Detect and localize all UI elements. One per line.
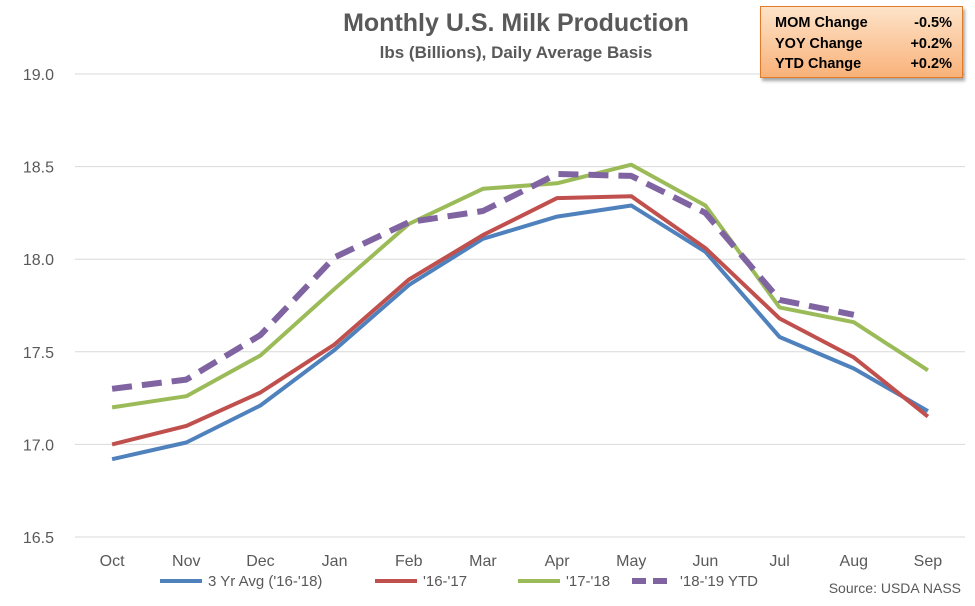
stats-row-yoy: YOY Change +0.2% (775, 34, 952, 55)
x-tick-label: Jun (693, 553, 719, 570)
x-tick-label: Sep (914, 553, 943, 570)
legend-label: '16-'17 (423, 573, 467, 590)
x-tick-label: Oct (100, 553, 125, 570)
stats-row-mom: MOM Change -0.5% (775, 13, 952, 34)
y-tick-label: 19.0 (23, 67, 54, 84)
legend-label: '18-'19 YTD (680, 573, 758, 590)
series-lines (111, 162, 930, 462)
stats-row-ytd: YTD Change +0.2% (775, 54, 952, 75)
stats-value: -0.5% (914, 15, 952, 31)
stats-value: +0.2% (910, 56, 952, 72)
series-line-3 (111, 162, 929, 410)
chart-subtitle: lbs (Billions), Daily Average Basis (380, 43, 653, 62)
y-axis-ticks: 16.5 17.0 17.5 18.0 18.5 19.0 (23, 67, 54, 547)
stats-label: YTD Change (775, 56, 862, 72)
legend-label: 3 Yr Avg ('16-'18) (208, 573, 322, 590)
y-tick-label: 18.0 (23, 252, 54, 269)
chart-title: Monthly U.S. Milk Production (343, 9, 689, 37)
x-tick-label: Dec (246, 553, 274, 570)
stats-label: MOM Change (775, 15, 868, 31)
x-tick-label: Mar (469, 553, 497, 570)
y-tick-label: 17.5 (23, 345, 54, 362)
gridlines (75, 73, 965, 538)
stats-value: +0.2% (910, 35, 952, 52)
y-tick-label: 16.5 (23, 530, 54, 547)
series-line-2 (111, 194, 930, 447)
y-tick-label: 17.0 (23, 437, 54, 454)
x-tick-label: Apr (545, 553, 571, 570)
x-tick-label: Nov (172, 553, 200, 570)
legend-label: '17-'18 (566, 573, 610, 590)
x-tick-label: May (616, 553, 646, 570)
change-stats-box: MOM Change -0.5% YOY Change +0.2% YTD Ch… (760, 6, 963, 78)
source-note: Source: USDA NASS (829, 580, 961, 596)
x-axis-ticks: Oct Nov Dec Jan Feb Mar Apr May Jun Jul Aug Sep (100, 553, 943, 570)
series-line-4 (111, 171, 855, 392)
stats-label: YOY Change (775, 35, 863, 52)
x-tick-label: Jan (322, 553, 348, 570)
series-line-1 (111, 203, 929, 462)
x-tick-label: Feb (395, 553, 423, 570)
x-tick-label: Aug (840, 553, 868, 570)
x-tick-label: Jul (769, 553, 789, 570)
legend: 3 Yr Avg ('16-'18) '16-'17 '17-'18 '18-'19 … (160, 573, 758, 590)
y-tick-label: 18.5 (23, 160, 54, 177)
